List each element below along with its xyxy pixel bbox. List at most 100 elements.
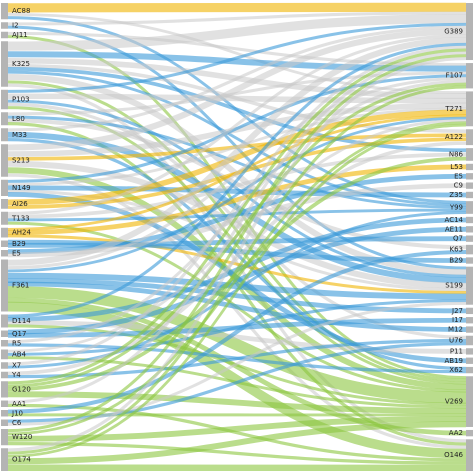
right-node-label: O146 bbox=[444, 451, 463, 459]
right-node-label: X62 bbox=[449, 366, 463, 374]
flow-link bbox=[7, 286, 467, 404]
right-node-bar bbox=[466, 216, 473, 224]
left-node-bar bbox=[1, 179, 8, 196]
left-node-bar bbox=[1, 362, 8, 369]
left-node-bar bbox=[1, 22, 8, 29]
right-node-bar bbox=[466, 201, 473, 214]
flow-link bbox=[7, 107, 467, 187]
flow-link bbox=[7, 160, 467, 289]
flow-link bbox=[7, 45, 467, 366]
flow-link bbox=[7, 403, 467, 462]
left-node-label: AB4 bbox=[12, 350, 27, 358]
left-node-bar bbox=[1, 128, 8, 142]
right-node-label: L53 bbox=[450, 163, 463, 171]
left-node-label: N149 bbox=[12, 184, 31, 192]
right-node-label: P11 bbox=[450, 347, 463, 355]
left-node-bar bbox=[1, 3, 8, 20]
right-node-label: E5 bbox=[454, 172, 463, 180]
right-node-bar bbox=[466, 148, 473, 161]
left-node-bar bbox=[1, 259, 8, 312]
right-node-label: C9 bbox=[454, 182, 463, 190]
flow-link bbox=[7, 234, 467, 294]
left-node-label: D114 bbox=[12, 317, 31, 325]
left-node-label: W120 bbox=[12, 433, 32, 441]
left-node-bar bbox=[1, 410, 8, 417]
left-node-label: AC88 bbox=[12, 7, 30, 15]
flow-link bbox=[7, 70, 467, 207]
left-node-bar bbox=[1, 144, 8, 177]
flow-link bbox=[7, 185, 467, 198]
left-node-label: K325 bbox=[12, 60, 30, 68]
right-node-bar bbox=[466, 439, 473, 471]
left-node-bar bbox=[1, 371, 8, 379]
flow-link bbox=[7, 249, 467, 414]
left-node-label: R5 bbox=[12, 339, 21, 347]
right-node-label: S199 bbox=[445, 282, 463, 290]
right-node-bar bbox=[466, 317, 473, 324]
flow-link bbox=[7, 79, 467, 344]
left-node-label: E5 bbox=[12, 249, 21, 257]
left-node-bar bbox=[1, 330, 8, 337]
right-node-bar bbox=[466, 376, 473, 427]
flow-link bbox=[7, 272, 467, 300]
left-node-label: X7 bbox=[12, 362, 21, 370]
right-node-bar bbox=[466, 357, 473, 364]
right-node-bar bbox=[466, 335, 473, 346]
flow-link bbox=[7, 57, 467, 452]
left-node-bar bbox=[1, 31, 8, 39]
left-node-bar bbox=[1, 400, 8, 407]
right-node-bar bbox=[466, 257, 473, 264]
right-node-label: AC14 bbox=[445, 216, 464, 224]
right-node-label: AB19 bbox=[445, 357, 464, 365]
right-node-bar bbox=[466, 63, 473, 89]
right-node-bar bbox=[466, 366, 473, 374]
right-node-label: A122 bbox=[445, 133, 463, 141]
right-node-label: Z35 bbox=[449, 191, 463, 199]
left-node-label: I2 bbox=[12, 22, 19, 30]
left-node-label: Y4 bbox=[11, 371, 21, 379]
right-node-bar bbox=[466, 348, 473, 355]
left-node-label: AI26 bbox=[12, 200, 28, 208]
right-node-bar bbox=[466, 191, 473, 199]
left-node-bar bbox=[1, 381, 8, 398]
right-node-bar bbox=[466, 266, 473, 305]
right-node-label: K63 bbox=[450, 246, 464, 254]
flow-link bbox=[7, 14, 467, 51]
left-node-label: T133 bbox=[11, 214, 30, 222]
flow-link bbox=[7, 25, 467, 132]
right-node-bar bbox=[466, 91, 473, 127]
left-node-bar bbox=[1, 349, 8, 360]
right-node-label: AE11 bbox=[445, 225, 463, 233]
flow-link bbox=[7, 442, 467, 465]
left-node-label: AH24 bbox=[12, 229, 32, 237]
left-node-label: F361 bbox=[12, 282, 29, 290]
flow-link bbox=[7, 42, 467, 318]
right-node-bar bbox=[466, 173, 473, 180]
flow-link bbox=[7, 152, 467, 219]
right-node-bar bbox=[466, 163, 473, 171]
left-node-bar bbox=[1, 340, 8, 347]
left-node-label: C6 bbox=[12, 419, 22, 427]
right-node-bar bbox=[466, 235, 473, 242]
left-node-bar bbox=[1, 429, 8, 446]
flow-link bbox=[7, 48, 467, 385]
flow-link bbox=[7, 416, 467, 442]
flow-link bbox=[7, 109, 467, 206]
right-node-label: Y99 bbox=[449, 203, 463, 211]
flow-link bbox=[7, 34, 467, 215]
left-node-bar bbox=[1, 112, 8, 126]
flow-link bbox=[7, 116, 467, 273]
right-node-label: M12 bbox=[448, 326, 463, 334]
left-node-bar bbox=[1, 314, 8, 328]
flow-link bbox=[7, 85, 467, 455]
flow-link bbox=[7, 22, 467, 93]
right-node-bar bbox=[466, 3, 473, 61]
flow-link bbox=[7, 28, 467, 151]
right-node-label: AA2 bbox=[449, 429, 463, 437]
flow-link bbox=[7, 299, 467, 356]
right-node-label: N86 bbox=[449, 150, 464, 158]
right-node-bar bbox=[466, 182, 473, 189]
